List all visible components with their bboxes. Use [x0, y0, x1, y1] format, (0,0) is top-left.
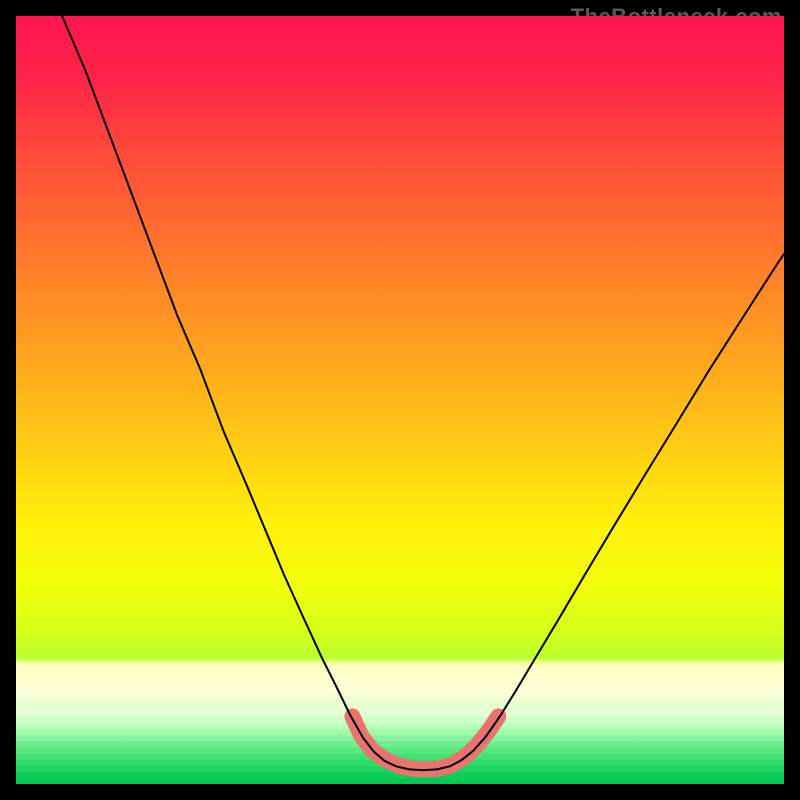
- bottleneck-chart: [16, 16, 784, 784]
- gradient-background: [16, 16, 784, 784]
- chart-frame: TheBottleneck.com: [0, 0, 800, 800]
